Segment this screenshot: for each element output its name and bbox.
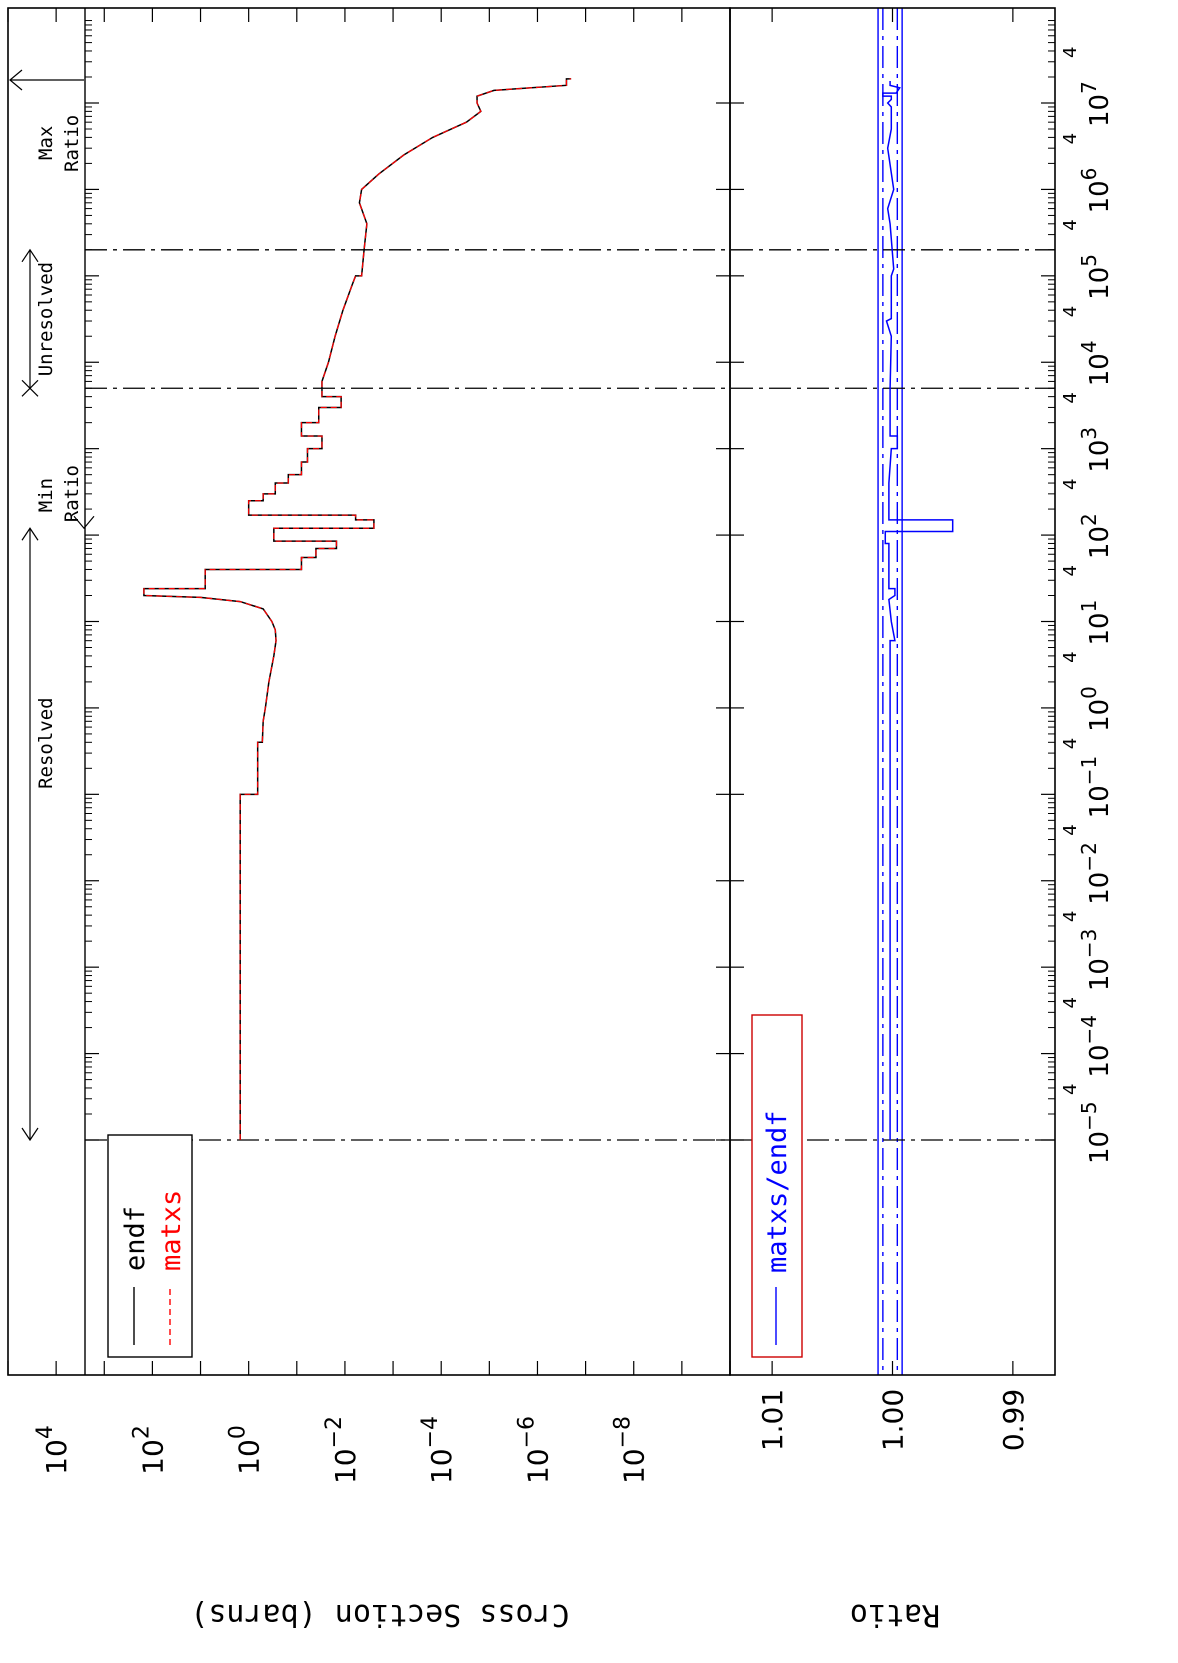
- energy-minor-label: 4: [1060, 479, 1081, 490]
- cs-axis-title: Cross Section (barns): [190, 1597, 569, 1632]
- energy-tick-label: 10−5: [1077, 1101, 1115, 1164]
- ratio-tick-label: 0.99: [997, 1389, 1030, 1451]
- cs-tick-label: 10−4: [418, 1416, 458, 1484]
- resolved-arrowhead-high: [21, 527, 39, 541]
- energy-minor-label: 4: [1060, 651, 1081, 662]
- max-ratio-label-line1: Max: [35, 126, 57, 160]
- bottom-legend-box: [751, 1014, 803, 1358]
- min-ratio-label-line2: Ratio: [61, 465, 83, 522]
- cs-tick-label: 10−2: [322, 1416, 362, 1484]
- top-panel-series: [143, 78, 572, 1140]
- energy-tick-label: 10−4: [1077, 1015, 1115, 1078]
- energy-minor-label: 4: [1060, 824, 1081, 835]
- energy-tick-label: 101: [1077, 600, 1115, 646]
- energy-minor-label: 4: [1060, 392, 1081, 403]
- ratio-tick-label: 1.00: [877, 1389, 910, 1451]
- legends: endf matxs matxs/endf: [107, 1014, 803, 1358]
- unresolved-arrowhead-high: [21, 248, 39, 263]
- energy-tick-label: 103: [1077, 427, 1115, 473]
- min-ratio-arrowhead: [73, 515, 95, 530]
- cs-tick-label: 104: [33, 1425, 73, 1475]
- energy-minor-label: 4: [1060, 997, 1081, 1008]
- legend-label-endf: endf: [120, 1206, 151, 1271]
- top-legend-box: [107, 1134, 193, 1358]
- cs-tick-label: 10−8: [611, 1416, 651, 1484]
- energy-tick-label: 100: [1077, 686, 1115, 732]
- unresolved-cross-b: [21, 379, 39, 397]
- energy-tick-label: 104: [1077, 340, 1115, 386]
- energy-minor-label: 4: [1060, 219, 1081, 230]
- cs-tick-label: 102: [129, 1425, 169, 1475]
- energy-tick-label: 102: [1077, 513, 1115, 559]
- cs-tick-label: 100: [226, 1425, 266, 1475]
- energy-tick-label: 107: [1077, 81, 1115, 127]
- ratio-axis-title: Ratio: [850, 1597, 940, 1632]
- energy-minor-label: 4: [1060, 738, 1081, 749]
- max-ratio-arrowhead: [9, 69, 23, 91]
- tick-labels: 10−5 10−4 10−3 10−2 10−1 100 101 102 103 104 105 10…: [33, 47, 1115, 1485]
- energy-minor-label: 4: [1060, 133, 1081, 144]
- axis-titles: Cross Section (barns) Ratio: [190, 1597, 940, 1632]
- energy-minor-label: 4: [1060, 1084, 1081, 1095]
- max-ratio-label-line2: Ratio: [61, 115, 83, 172]
- energy-tick-label: 105: [1077, 254, 1115, 300]
- energy-tick-label: 10−3: [1077, 929, 1115, 992]
- energy-minor-label: 4: [1060, 47, 1081, 58]
- min-ratio-label-line1: Min: [35, 478, 57, 512]
- energy-tick-label: 10−1: [1077, 756, 1115, 819]
- energy-minor-label: 4: [1060, 565, 1081, 576]
- ratio-tick-label: 1.01: [756, 1389, 789, 1451]
- vertical-range-lines: [85, 249, 1055, 1141]
- unresolved-label: Unresolved: [35, 262, 57, 376]
- tick-marks: [7, 8, 1055, 1375]
- energy-tick-label: 106: [1077, 168, 1115, 214]
- energy-minor-label: 4: [1060, 911, 1081, 922]
- series-matxs-line: [143, 78, 572, 1140]
- energy-minor-label: 4: [1060, 306, 1081, 317]
- ratio-reference-lines: [877, 8, 903, 1375]
- legend-label-ratio: matxs/endf: [762, 1110, 793, 1273]
- resolved-label: Resolved: [35, 697, 57, 789]
- cs-tick-label: 10−6: [514, 1416, 554, 1484]
- bottom-panel-series: [882, 80, 954, 1140]
- legend-label-matxs: matxs: [156, 1190, 187, 1271]
- energy-tick-label: 10−2: [1077, 842, 1115, 905]
- series-ratio-line: [882, 80, 954, 1140]
- resolved-arrowhead-low: [21, 1127, 39, 1142]
